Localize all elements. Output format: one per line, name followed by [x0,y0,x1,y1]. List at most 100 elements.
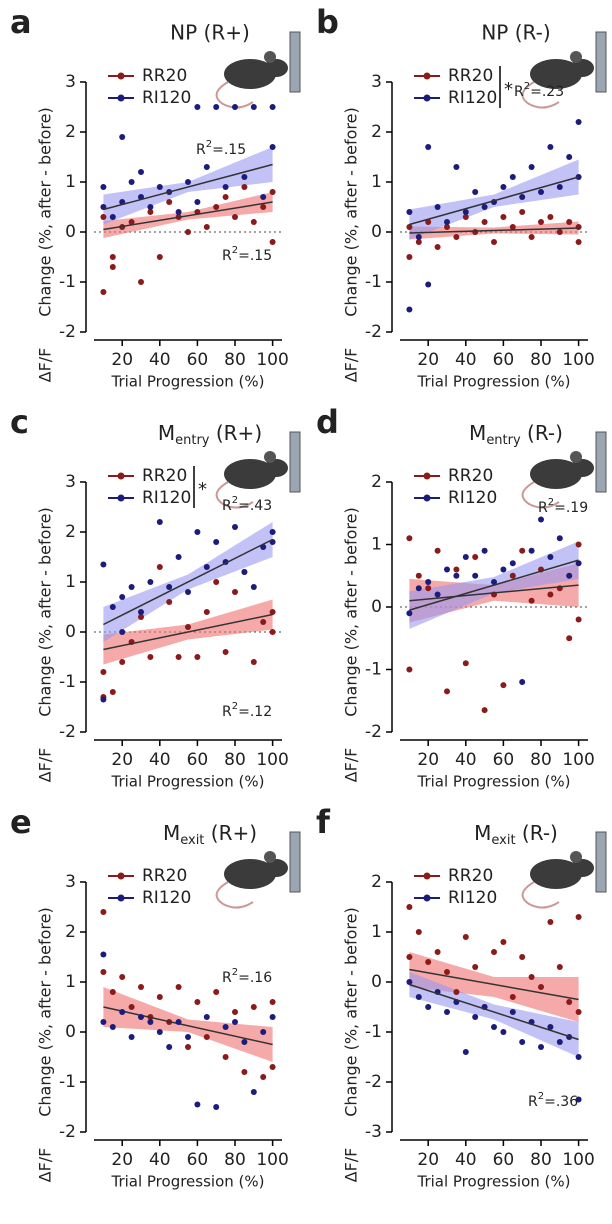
data-point [491,1024,497,1030]
r2-post: =.15 [238,248,272,264]
data-point [444,224,450,230]
r2-post: =.23 [530,84,564,100]
data-point [538,189,544,195]
y-axis-unit: ΔF/F [342,348,361,383]
panel-title: NP (R+) [170,21,250,45]
data-point [194,199,201,205]
x-tick-label: 80 [224,350,246,370]
data-point [100,289,107,295]
lever-panel [289,831,301,893]
data-point [528,164,535,170]
panel-letter: f [316,803,331,841]
data-point [232,524,238,530]
mouse-tail [215,881,254,909]
data-point [203,1034,210,1040]
data-point [425,1004,432,1010]
data-point [147,654,154,660]
data-point [556,1039,563,1045]
r2-pre: R [528,1094,538,1110]
x-axis-label: Trial Progression (%) [110,1173,264,1191]
data-point [138,169,144,175]
y-tick-label: 3 [65,72,76,92]
lever-panel [289,31,301,93]
legend-marker [423,472,431,480]
data-point [100,969,107,975]
y-axis-label: Change (%, after - before) [36,107,55,317]
data-point [556,535,563,542]
confidence-band [409,972,579,1057]
data-point [415,234,422,240]
sig-mark: * [504,79,513,100]
r2-pre: R [222,704,232,720]
data-point [547,591,554,598]
data-point [269,1014,276,1020]
panel-title: Mentry (R+) [158,421,262,448]
data-point [156,254,163,260]
r2-pre: R [222,498,232,514]
x-tick-label: 20 [417,350,439,370]
data-point [128,1034,135,1040]
mouse-ear [570,451,582,463]
data-point [519,1039,526,1045]
data-point [444,1009,450,1015]
legend-label: RI120 [448,488,497,508]
fit-line [103,613,273,651]
mouse-head [570,59,594,77]
y-axis-unit: ΔF/F [36,748,55,783]
data-point [462,934,469,940]
panel-letter: e [10,803,32,841]
data-point [425,579,432,585]
r2-pre: R [222,248,232,264]
fit-line [409,968,579,1001]
mouse-tail [521,881,560,909]
data-point [575,1054,582,1060]
x-tick-label: 60 [187,750,209,770]
data-point [260,204,267,210]
data-point [250,584,257,590]
data-point [444,969,450,975]
data-point [232,1009,238,1015]
confidence-band [409,952,579,1022]
data-point [434,591,441,598]
data-point [444,688,450,695]
data-point [175,209,182,215]
x-tick-label: 40 [455,1150,477,1170]
data-point [100,669,107,675]
data-point [269,629,276,635]
data-point [213,204,220,210]
data-point [260,1074,267,1080]
r2-sup: 2 [206,139,212,150]
r2-sup: 2 [232,495,238,506]
legend-label: RR20 [142,66,187,86]
panel-letter: a [10,3,32,41]
data-point [194,999,201,1005]
data-point [194,529,201,535]
legend-marker [423,872,431,880]
mouse-ear [264,51,276,63]
data-point [203,564,210,570]
y-tick-label: -2 [59,322,76,342]
x-tick-label: 20 [417,1150,439,1170]
data-point [166,199,173,205]
title-main: M [163,821,180,845]
y-axis-unit: ΔF/F [342,748,361,783]
r-squared: R2=.36 [528,1091,578,1110]
title-main: M [158,421,175,445]
r2-sup: 2 [548,497,554,508]
legend-label: RR20 [142,866,187,886]
r-squared: R2=.23 [514,81,564,100]
y-axis-label: Change (%, after - before) [342,507,361,717]
x-tick-label: 20 [111,1150,133,1170]
r-squared: R2=.15 [222,245,272,264]
legend-label: RI120 [142,488,191,508]
title-sub: exit [491,833,515,848]
r2-sup: 2 [538,1091,544,1102]
data-point [166,584,173,590]
legend-label: RR20 [448,466,493,486]
y-tick-label: 1 [371,172,382,192]
y-axis-label: Change (%, after - before) [342,907,361,1117]
data-point [166,599,173,605]
data-point [500,1029,507,1035]
data-point [453,164,460,170]
data-point [462,554,469,560]
